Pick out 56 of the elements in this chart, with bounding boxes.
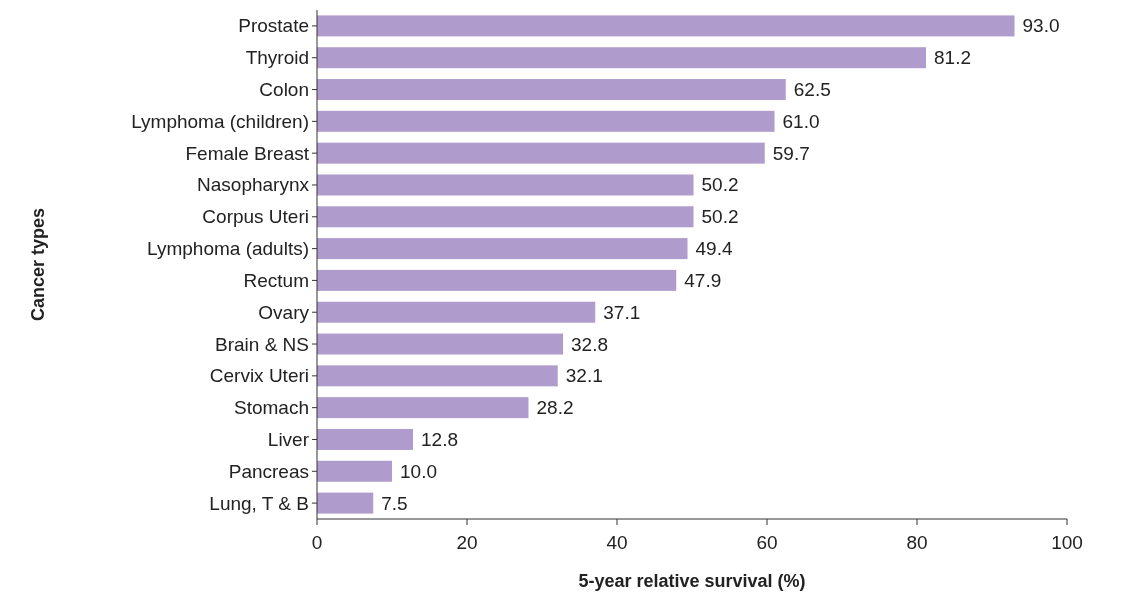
data-label: 62.5 <box>793 79 831 101</box>
bar <box>317 206 694 228</box>
y-tick-label: Cervix Uteri <box>209 365 309 387</box>
data-label: 32.8 <box>571 333 608 355</box>
y-tick-label: Prostate <box>238 15 309 37</box>
data-label: 32.1 <box>565 365 603 387</box>
data-label: 47.9 <box>684 269 722 291</box>
y-tick-label: Liver <box>267 428 310 450</box>
bar <box>317 174 694 196</box>
data-label: 59.7 <box>772 142 810 164</box>
bar <box>317 110 775 132</box>
bar <box>317 428 413 450</box>
data-label: 10.0 <box>400 460 437 482</box>
bar <box>317 238 688 260</box>
data-label: 50.2 <box>701 174 739 196</box>
data-label: 50.2 <box>701 206 739 228</box>
y-tick-label: Rectum <box>243 269 309 291</box>
x-axis-title: 5-year relative survival (%) <box>578 571 806 591</box>
y-tick-label: Thyroid <box>245 47 309 69</box>
x-tick-label: 40 <box>606 532 628 553</box>
bar <box>317 460 392 482</box>
data-label: 61.0 <box>782 110 820 132</box>
y-tick-label: Lymphoma (adults) <box>147 238 309 260</box>
data-label: 7.5 <box>381 492 408 514</box>
x-tick-label: 0 <box>311 532 323 553</box>
y-tick-label: Ovary <box>258 301 310 323</box>
y-tick-label: Nasopharynx <box>197 174 310 196</box>
bar <box>317 397 529 419</box>
data-label: 28.2 <box>536 397 574 419</box>
bar <box>317 47 926 69</box>
bar <box>317 79 786 101</box>
data-label: 81.2 <box>934 47 971 69</box>
data-label: 49.4 <box>695 238 733 260</box>
y-tick-label: Corpus Uteri <box>202 206 309 228</box>
y-tick-label: Pancreas <box>228 460 309 482</box>
x-tick-label: 60 <box>756 532 778 553</box>
bar <box>317 15 1015 37</box>
y-tick-label: Female Breast <box>185 142 310 164</box>
bar <box>317 333 563 355</box>
y-tick-label: Lymphoma (children) <box>131 110 309 132</box>
data-label: 12.8 <box>421 428 458 450</box>
y-tick-label: Brain & NS <box>215 333 309 355</box>
y-tick-label: Stomach <box>234 397 309 419</box>
data-label: 37.1 <box>603 301 641 323</box>
bar <box>317 301 596 323</box>
bar <box>317 142 765 164</box>
y-tick-label: Colon <box>259 79 309 101</box>
bar <box>317 365 558 387</box>
x-tick-label: 80 <box>906 532 928 553</box>
y-tick-label: Lung, T & B <box>209 492 309 514</box>
bar <box>317 492 374 514</box>
data-label: 93.0 <box>1022 15 1060 37</box>
x-tick-label: 100 <box>1051 532 1083 553</box>
y-axis-title: Cancer types <box>28 207 48 322</box>
bar <box>317 269 677 291</box>
x-tick-label: 20 <box>456 532 478 553</box>
